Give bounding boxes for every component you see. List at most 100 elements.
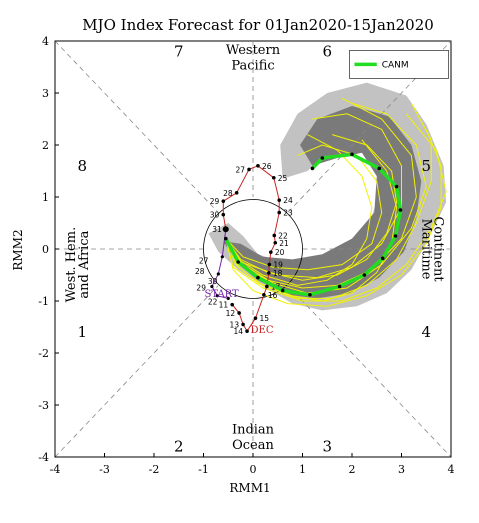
january-point-6: [226, 296, 230, 300]
observed-point-18: [267, 271, 271, 275]
phase-divider-se: [287, 285, 452, 458]
day-label-16: 16: [268, 291, 278, 300]
day-label-12: 12: [226, 309, 236, 318]
day-label-20: 20: [275, 248, 285, 257]
x-tick-label: -4: [50, 463, 61, 476]
ensemble-mean-point-4: [280, 288, 285, 293]
phase-label-6: 6: [322, 42, 332, 60]
phase-divider-nw: [54, 40, 219, 213]
observed-point-15: [253, 316, 258, 320]
observed-point-29: [221, 199, 226, 203]
day-label-25: 25: [278, 174, 288, 183]
y-tick-label: 2: [42, 139, 49, 152]
ensemble-member-track-10: [225, 113, 447, 302]
observed-point-19: [267, 262, 272, 267]
observed-point-13: [241, 322, 245, 327]
day-label-27: 27: [235, 165, 245, 174]
y-tick-label: 1: [42, 191, 49, 204]
x-tick-label: -1: [198, 463, 209, 476]
day-label-15: 15: [259, 314, 269, 323]
observed-point-17: [265, 284, 269, 289]
january-day-label-28: 28: [195, 267, 205, 276]
january-point-4: [210, 284, 214, 289]
observed-january-track: [211, 229, 229, 299]
observed-point-16: [262, 292, 266, 297]
phase-label-2: 2: [174, 438, 184, 456]
ensemble-member-track-2: [225, 103, 432, 299]
region-label-right-2: Continent: [431, 216, 446, 282]
day-label-14: 14: [234, 327, 244, 336]
phase-label-1: 1: [77, 323, 87, 341]
x-tick-label: -3: [99, 463, 110, 476]
x-tick-label: 3: [398, 463, 405, 476]
x-tick-label: -2: [149, 463, 160, 476]
day-label-23: 23: [283, 209, 293, 218]
day-label-26: 26: [262, 162, 272, 171]
ensemble-mean-point-1: [223, 236, 228, 241]
phase-label-3: 3: [322, 438, 332, 456]
start-label: START: [204, 289, 239, 300]
ensemble-mean-point-7: [362, 273, 367, 277]
january-day-label-30: 30: [208, 277, 218, 286]
ensemble-mean-point-12: [377, 166, 382, 171]
observed-point-30: [221, 212, 226, 217]
day-label-24: 24: [283, 196, 293, 205]
day-label-21: 21: [279, 239, 289, 248]
observed-point-27: [247, 167, 251, 172]
phase-label-8: 8: [77, 157, 87, 175]
y-tick-label: -1: [38, 295, 49, 308]
ensemble-member-track-4: [225, 129, 442, 307]
phase-divider-ne: [287, 40, 452, 213]
y-tick-label: 4: [42, 35, 49, 48]
dec-label: DEC: [251, 325, 274, 336]
phase-label-5: 5: [421, 157, 431, 175]
day-label-11: 11: [219, 301, 229, 310]
region-label-top-2: Pacific: [231, 59, 274, 74]
ensemble-mean-point-11: [394, 184, 399, 189]
region-label-left-1: West. Hem.: [64, 227, 79, 303]
ensemble-member-track-1: [225, 102, 427, 294]
ensemble-mean-point-9: [393, 234, 398, 238]
y-tick-label: -3: [38, 399, 49, 412]
january-day-label-27: 27: [199, 257, 209, 266]
day-label-30: 30: [210, 211, 220, 220]
region-label-bottom-1: Indian: [232, 423, 275, 438]
region-label-left-2: and Africa: [77, 230, 92, 298]
x-tick-label: 2: [349, 463, 356, 476]
january-point-3: [216, 272, 220, 276]
january-day-label-22: 22: [208, 298, 218, 307]
x-axis-label: RMM1: [229, 481, 270, 495]
january-day-label-29: 29: [196, 284, 206, 293]
ensemble-mean-point-13: [350, 152, 354, 157]
observed-point-12: [237, 311, 241, 315]
y-tick-label: -2: [38, 347, 49, 360]
observed-point-11: [230, 302, 235, 307]
day-label-18: 18: [273, 269, 283, 278]
ensemble-mean-point-2: [236, 260, 240, 264]
ensemble-mean-point-5: [308, 292, 312, 297]
y-axis-label: RMM2: [11, 229, 25, 270]
ensemble-spread-inner: [223, 106, 422, 299]
plot-area: 1112131415161718192021222324252627282930…: [38, 35, 454, 476]
y-tick-label: -4: [38, 451, 49, 464]
ensemble-mean-point-15: [310, 166, 315, 171]
observed-point-21: [273, 240, 278, 245]
ensemble-member-track-5: [225, 144, 383, 271]
y-tick-label: 3: [42, 87, 49, 100]
y-tick-label: 0: [42, 243, 49, 256]
ensemble-member-track-8: [225, 113, 402, 279]
ensemble-member-track-7: [225, 139, 398, 302]
day-label-22: 22: [278, 231, 288, 240]
unit-circle: [203, 199, 303, 299]
january-point-2: [220, 255, 224, 259]
x-tick-label: 1: [299, 463, 306, 476]
chart-title: MJO Index Forecast for 01Jan2020-15Jan20…: [82, 16, 434, 34]
observed-point-25: [271, 175, 276, 180]
january-point-5: [215, 294, 219, 298]
day-label-28: 28: [223, 189, 233, 198]
observed-point-24: [277, 198, 282, 202]
phase-label-4: 4: [421, 323, 431, 341]
start-point-marker: [222, 226, 229, 233]
